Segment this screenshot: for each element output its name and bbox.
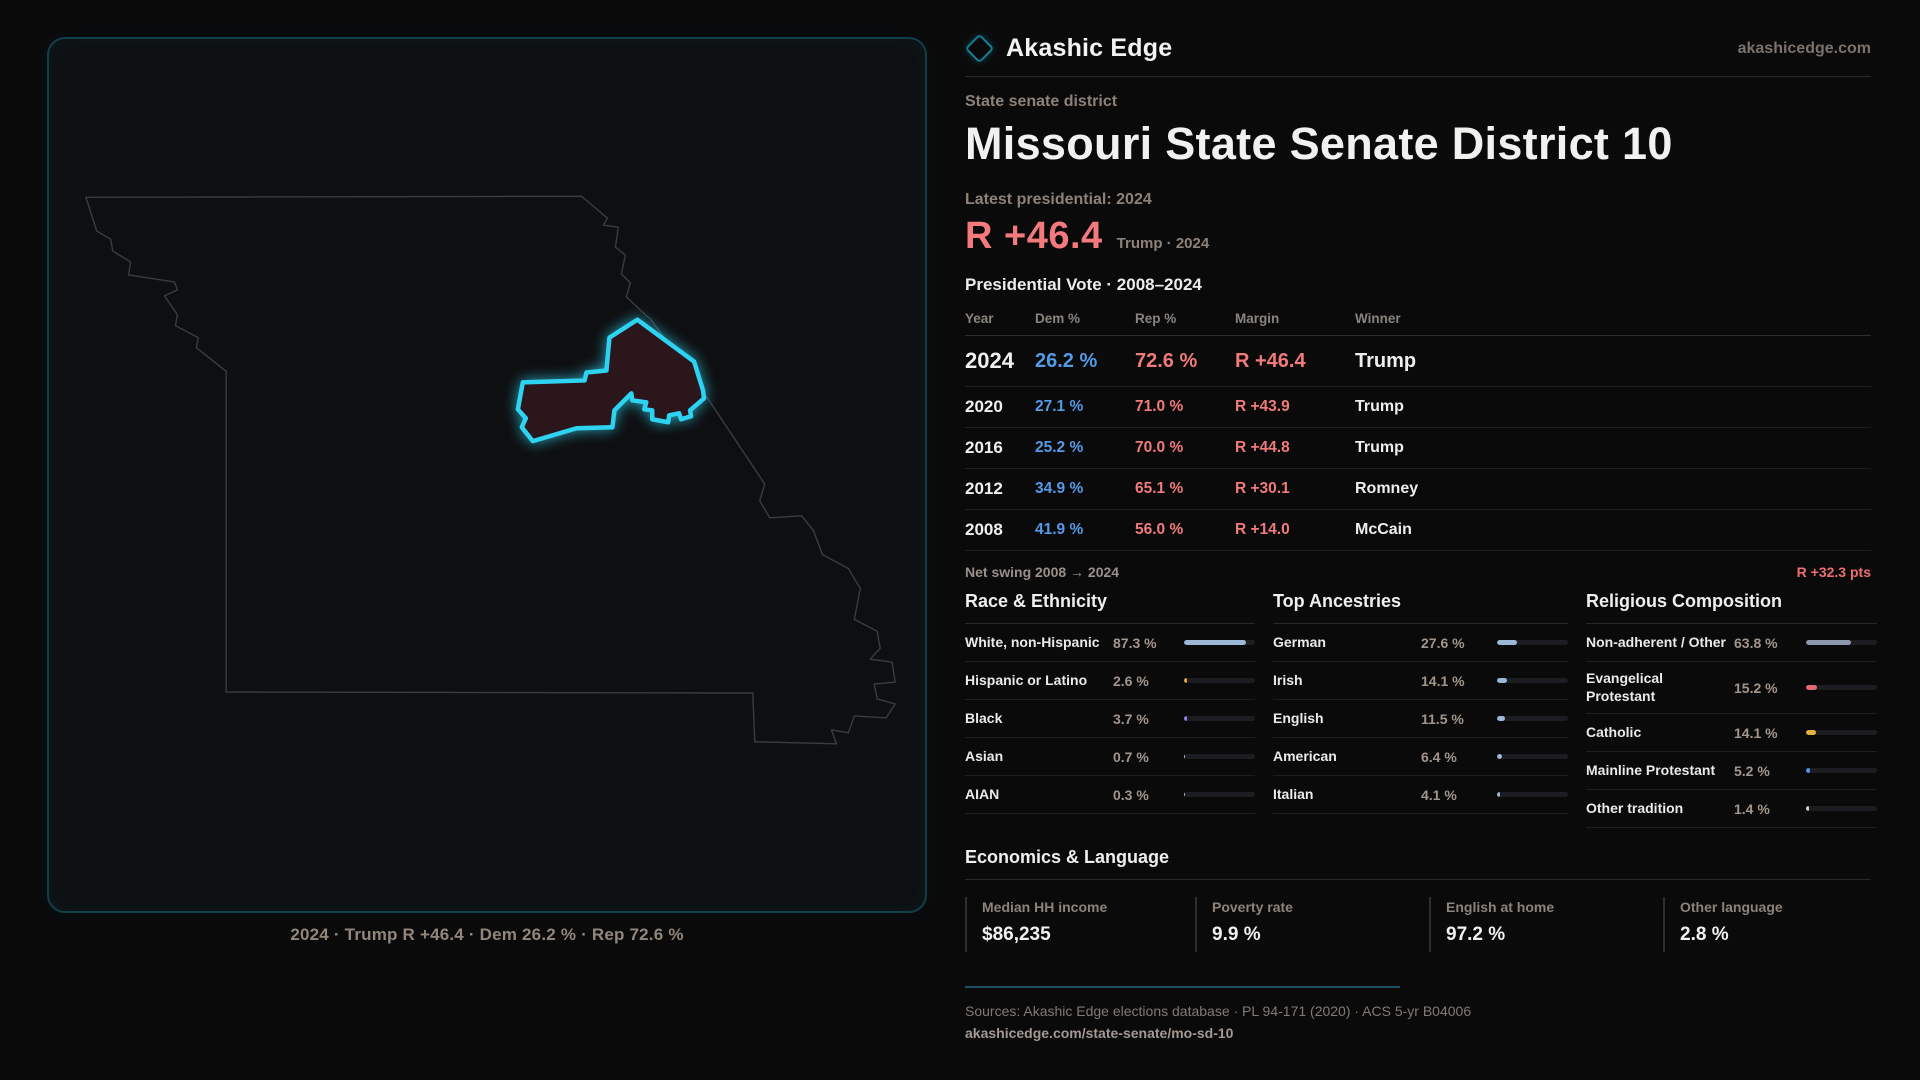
demo-row: Irish 14.1 % (1273, 662, 1568, 700)
page-title: Missouri State Senate District 10 (965, 118, 1673, 169)
bar-fill (1184, 678, 1187, 683)
vote-table-title: Presidential Vote · 2008–2024 (965, 275, 1202, 294)
ancestries-title: Top Ancestries (1273, 591, 1568, 624)
district-type-eyebrow: State senate district (965, 93, 1118, 110)
bar-track (1497, 678, 1568, 683)
demo-row: AIAN 0.3 % (965, 776, 1255, 814)
bar-track (1497, 754, 1568, 759)
bar-track (1497, 716, 1568, 721)
stat-block: Poverty rate 9.9 % (1195, 897, 1429, 952)
bar-fill (1497, 678, 1507, 683)
race-ethnicity-title: Race & Ethnicity (965, 591, 1255, 624)
site-header: Akashic Edge akashicedge.com (964, 28, 1871, 64)
table-row: 2020 27.1 % 71.0 % R +43.9 Trump (965, 387, 1871, 428)
economics-title: Economics & Language (965, 847, 1871, 880)
demo-row: German 27.6 % (1273, 624, 1568, 662)
table-row: 2008 41.9 % 56.0 % R +14.0 McCain (965, 510, 1871, 551)
net-swing-value: R +32.3 pts (1796, 564, 1871, 580)
table-header-row: Year Dem % Rep % Margin Winner (965, 305, 1871, 336)
bar-track (1184, 640, 1255, 645)
col-year: Year (965, 311, 994, 326)
stat-block: Median HH income $86,235 (965, 897, 1195, 952)
bar-fill (1497, 640, 1517, 645)
demo-row: Italian 4.1 % (1273, 776, 1568, 814)
race-ethnicity-column: Race & Ethnicity White, non-Hispanic 87.… (965, 591, 1255, 828)
bar-track (1184, 716, 1255, 721)
margin-value: R +46.4 (965, 215, 1103, 257)
bar-fill (1497, 754, 1502, 759)
bar-fill (1806, 768, 1810, 773)
economics-stats: Median HH income $86,235 Poverty rate 9.… (965, 897, 1871, 952)
col-rep: Rep % (1135, 311, 1177, 326)
brand-name: Akashic Edge (1006, 34, 1173, 62)
missouri-outline (85, 195, 896, 745)
col-margin: Margin (1235, 311, 1280, 326)
demo-row: Asian 0.7 % (965, 738, 1255, 776)
bar-fill (1497, 792, 1500, 797)
demo-row: American 6.4 % (1273, 738, 1568, 776)
permalink[interactable]: akashicedge.com/state-senate/mo-sd-10 (965, 1025, 1234, 1041)
bar-track (1806, 806, 1877, 811)
col-dem: Dem % (1035, 311, 1081, 326)
demo-row: Non-adherent / Other 63.8 % (1586, 624, 1877, 662)
table-row: 2016 25.2 % 70.0 % R +44.8 Trump (965, 428, 1871, 469)
brand-diamond-icon (964, 33, 995, 64)
headline-margin: R +46.4 Trump · 2024 (965, 215, 1871, 258)
sources-text: Sources: Akashic Edge elections database… (965, 1003, 1472, 1019)
bar-track (1497, 640, 1568, 645)
missouri-map (85, 195, 896, 745)
latest-presidential-label: Latest presidential: 2024 (965, 191, 1152, 208)
bar-track (1184, 792, 1255, 797)
demo-row: English 11.5 % (1273, 700, 1568, 738)
bar-fill (1806, 806, 1809, 811)
footer-divider (965, 986, 1400, 988)
bar-fill (1806, 685, 1817, 690)
bar-fill (1184, 640, 1246, 645)
religion-title: Religious Composition (1586, 591, 1877, 624)
demo-row: Evangelical Protestant 15.2 % (1586, 662, 1877, 714)
bar-track (1806, 730, 1877, 735)
bar-track (1184, 678, 1255, 683)
demo-row: Mainline Protestant 5.2 % (1586, 752, 1877, 790)
demo-row: Black 3.7 % (965, 700, 1255, 738)
demo-row: Catholic 14.1 % (1586, 714, 1877, 752)
net-swing-row: Net swing 2008 → 2024 R +32.3 pts (965, 551, 1871, 582)
bar-track (1497, 792, 1568, 797)
demo-row: Other tradition 1.4 % (1586, 790, 1877, 828)
bar-track (1184, 754, 1255, 759)
map-panel (47, 37, 927, 913)
bar-track (1806, 640, 1877, 645)
bar-fill (1184, 716, 1187, 721)
margin-context: Trump · 2024 (1116, 235, 1210, 252)
district-shape (515, 317, 707, 444)
demographics-section: Race & Ethnicity White, non-Hispanic 87.… (965, 591, 1877, 828)
bar-fill (1806, 730, 1816, 735)
header-divider (965, 76, 1871, 77)
stat-block: Other language 2.8 % (1663, 897, 1871, 952)
net-swing-label: Net swing 2008 → 2024 (965, 564, 1120, 580)
bar-track (1806, 685, 1877, 690)
site-domain-link[interactable]: akashicedge.com (1737, 39, 1871, 57)
detail-column: Akashic Edge akashicedge.com State senat… (964, 28, 1877, 1043)
col-winner: Winner (1355, 311, 1401, 326)
table-row: 2024 26.2 % 72.6 % R +46.4 Trump (965, 336, 1871, 387)
stat-block: English at home 97.2 % (1429, 897, 1663, 952)
demo-row: White, non-Hispanic 87.3 % (965, 624, 1255, 662)
table-row: 2012 34.9 % 65.1 % R +30.1 Romney (965, 469, 1871, 510)
presidential-vote-table: Year Dem % Rep % Margin Winner 2024 26.2… (965, 305, 1871, 551)
bar-track (1806, 768, 1877, 773)
map-caption: 2024 · Trump R +46.4 · Dem 26.2 % · Rep … (290, 925, 684, 944)
bar-fill (1806, 640, 1852, 645)
demo-row: Hispanic or Latino 2.6 % (965, 662, 1255, 700)
religion-column: Religious Composition Non-adherent / Oth… (1586, 591, 1877, 828)
ancestries-column: Top Ancestries German 27.6 % Irish 14.1 … (1273, 591, 1568, 828)
bar-fill (1497, 716, 1506, 721)
